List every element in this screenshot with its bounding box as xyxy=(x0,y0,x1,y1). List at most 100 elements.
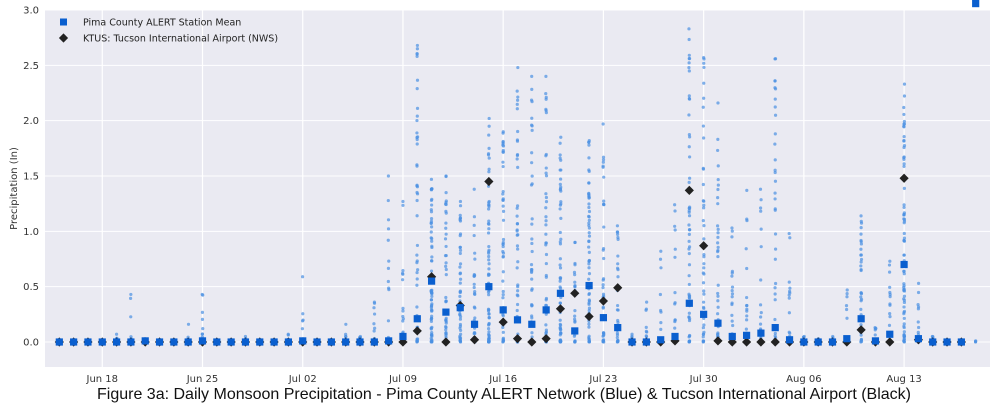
station-point xyxy=(430,255,434,259)
station-point xyxy=(773,298,777,302)
y-tick-label: 1.5 xyxy=(23,172,39,183)
station-point xyxy=(701,219,705,223)
station-point xyxy=(902,330,906,334)
station-point xyxy=(501,251,506,255)
mean-marker xyxy=(270,338,278,346)
station-point xyxy=(859,323,863,327)
station-point xyxy=(415,277,419,281)
station-point xyxy=(659,321,663,325)
station-point xyxy=(687,274,691,278)
station-point xyxy=(472,187,476,191)
station-point xyxy=(902,164,906,169)
station-point xyxy=(716,227,720,231)
station-point xyxy=(616,339,620,343)
station-point xyxy=(373,326,377,330)
station-point xyxy=(902,333,906,337)
station-point xyxy=(587,277,591,281)
station-point xyxy=(530,249,534,254)
station-point xyxy=(458,265,462,269)
station-point xyxy=(716,183,720,187)
station-point xyxy=(702,61,706,65)
station-point xyxy=(487,315,491,320)
station-point xyxy=(601,155,606,159)
station-point xyxy=(501,237,506,242)
station-point xyxy=(902,337,906,341)
station-point xyxy=(372,312,377,316)
station-point xyxy=(587,168,591,172)
y-tick-label: 0.5 xyxy=(23,282,39,293)
station-point xyxy=(673,228,677,232)
station-mean-markers xyxy=(55,0,980,346)
station-point xyxy=(458,248,463,252)
mean-marker xyxy=(929,338,937,346)
station-point xyxy=(716,231,720,235)
station-point xyxy=(788,289,792,293)
airport-marker xyxy=(570,288,580,298)
station-point xyxy=(501,140,505,144)
station-point xyxy=(430,203,434,207)
station-point xyxy=(558,257,562,261)
station-point xyxy=(430,294,434,299)
station-point xyxy=(688,176,692,180)
station-point xyxy=(544,174,549,178)
station-point xyxy=(616,266,620,270)
station-point xyxy=(558,207,562,211)
station-point xyxy=(372,322,376,326)
airport-marker xyxy=(756,337,766,347)
y-tick-label: 3.0 xyxy=(23,6,39,17)
station-point xyxy=(902,139,906,143)
station-point xyxy=(458,289,463,293)
station-point xyxy=(430,244,434,248)
station-point xyxy=(888,290,892,295)
airport-marker xyxy=(541,334,551,344)
station-point xyxy=(573,273,577,277)
station-point xyxy=(616,237,620,241)
station-point xyxy=(516,98,520,102)
station-point xyxy=(114,332,119,336)
station-point xyxy=(658,292,662,297)
station-point xyxy=(859,226,863,230)
station-point xyxy=(573,283,577,288)
station-point xyxy=(687,247,691,251)
station-point xyxy=(300,275,305,279)
station-point xyxy=(773,168,777,172)
station-point xyxy=(931,334,935,339)
x-tick-label: Jun 25 xyxy=(186,374,219,385)
station-point xyxy=(916,305,921,309)
station-point xyxy=(487,248,491,252)
station-point xyxy=(372,329,376,333)
station-point xyxy=(730,285,735,289)
station-point xyxy=(530,116,534,120)
station-point xyxy=(429,308,434,312)
station-point xyxy=(773,197,777,201)
station-point xyxy=(773,257,777,261)
station-point xyxy=(601,122,605,126)
station-point xyxy=(687,263,692,267)
station-point xyxy=(587,308,591,313)
station-point xyxy=(401,203,405,207)
station-point xyxy=(501,131,505,135)
station-point xyxy=(587,266,591,270)
station-point xyxy=(587,205,591,210)
station-point xyxy=(544,199,549,204)
station-point xyxy=(644,335,649,339)
station-point xyxy=(430,225,434,229)
station-point xyxy=(902,205,906,210)
station-point xyxy=(443,237,448,241)
station-point xyxy=(458,277,463,281)
station-point xyxy=(415,114,419,118)
station-point xyxy=(773,113,778,117)
station-point xyxy=(487,244,491,249)
station-point xyxy=(587,221,591,225)
station-point xyxy=(701,339,706,343)
station-point xyxy=(416,135,420,139)
station-point xyxy=(458,234,462,238)
station-point xyxy=(616,232,620,237)
station-point xyxy=(372,306,376,310)
station-point xyxy=(444,264,448,268)
station-point xyxy=(501,296,505,300)
station-point xyxy=(501,325,505,330)
station-point xyxy=(887,263,892,267)
station-point xyxy=(731,323,735,328)
station-point xyxy=(687,228,692,232)
